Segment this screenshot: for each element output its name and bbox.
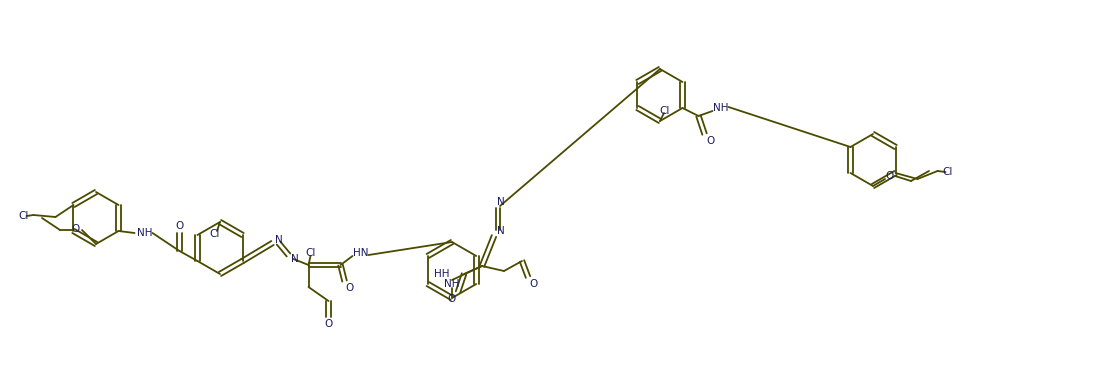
Text: NH: NH [444, 279, 460, 289]
Text: O: O [325, 319, 332, 329]
Text: O: O [72, 224, 80, 234]
Text: O: O [176, 221, 183, 231]
Text: N: N [274, 235, 282, 245]
Text: Cl: Cl [942, 167, 952, 177]
Text: N: N [497, 197, 505, 207]
Text: Cl: Cl [305, 248, 316, 258]
Text: N: N [497, 226, 505, 236]
Text: O: O [706, 136, 714, 146]
Text: O: O [530, 279, 539, 289]
Text: NH: NH [137, 228, 152, 238]
Text: NH: NH [713, 103, 728, 113]
Text: HN: HN [353, 248, 369, 258]
Text: O: O [885, 171, 893, 181]
Text: Cl: Cl [210, 229, 220, 239]
Text: Cl: Cl [659, 106, 670, 116]
Text: O: O [346, 283, 353, 293]
Text: O: O [448, 294, 456, 304]
Text: HH: HH [434, 269, 450, 279]
Text: N: N [291, 254, 298, 264]
Text: Cl: Cl [19, 211, 29, 221]
